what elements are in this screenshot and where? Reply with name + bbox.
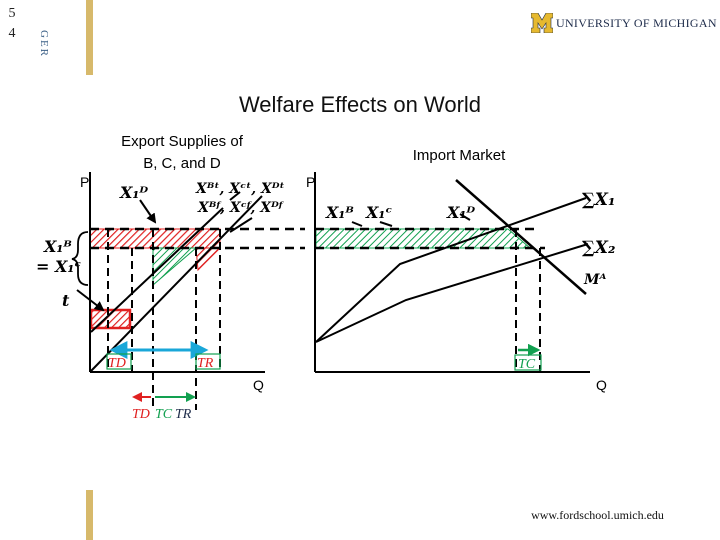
td-label-bottom: TD	[132, 407, 150, 422]
price-label-x1c: = X₁ᶜ	[36, 257, 81, 276]
slide-number-line-1: 5	[8, 6, 16, 21]
pointer-arrow-3	[229, 217, 253, 233]
right-label-x1b: X₁ᴮ	[325, 203, 354, 222]
price-label-x1b: X₁ᴮ	[43, 237, 72, 256]
tariff-pointer-arrow	[76, 289, 105, 312]
left-heading-line1: Export Supplies of	[121, 133, 244, 150]
left-red-area-top	[89, 228, 221, 249]
tariff-brace	[71, 231, 89, 286]
right-pointer-1	[351, 221, 363, 227]
pointer-arrow-2	[229, 191, 241, 201]
import-demand-ma	[455, 179, 587, 295]
td-box-left	[106, 353, 132, 370]
right-label-sum-x2: ∑X₂	[582, 238, 615, 258]
sum-supply-x2	[315, 243, 589, 343]
university-name: UNIVERSITY OF MICHIGAN	[556, 15, 717, 30]
right-label-ma: Mᴬ	[583, 272, 606, 288]
right-axis-p: P	[306, 174, 315, 190]
left-label-x1d: X₁ᴰ	[119, 183, 148, 202]
gold-bar-bottom	[86, 490, 93, 540]
pointer-arrow-1	[139, 199, 157, 224]
supply-label-top: Xᴮᵗ, Xᶜᵗ, Xᴰᵗ	[195, 181, 285, 197]
right-label-sum-x1: ∑X₁	[582, 190, 615, 210]
right-pointer-2	[379, 221, 393, 227]
left-red-triangle	[195, 247, 222, 272]
sum-supply-x1	[315, 197, 587, 343]
supply-curve-flat	[90, 195, 263, 372]
slide-title: Welfare Effects on World	[238, 92, 482, 117]
tc-label-bottom: TC	[155, 407, 173, 422]
university-logo: UNIVERSITY OF MICHIGAN	[531, 12, 717, 34]
right-label-x1c: X₁ᶜ	[365, 203, 392, 222]
td-label-left: TD	[108, 356, 126, 371]
footer-url[interactable]: www.fordschool.umich.edu	[531, 508, 664, 522]
right-label-x1d: X₁ᴰ	[446, 203, 475, 222]
left-axis-q: Q	[253, 377, 264, 393]
supply-curve-shifted	[90, 207, 224, 333]
tc-label-right: TC	[518, 357, 536, 372]
tr-label-bottom: TR	[175, 407, 192, 422]
slide-number-line-2: 4	[8, 26, 16, 41]
right-pointer-3	[459, 213, 471, 221]
left-green-triangle	[152, 247, 198, 287]
left-heading-line2: B, C, and D	[143, 155, 221, 172]
tr-label-left: TR	[197, 356, 214, 371]
right-axis-q: Q	[596, 377, 607, 393]
tr-box-left	[195, 353, 221, 370]
block-m-logo-icon	[531, 13, 553, 33]
slide-number: 5 4	[5, 4, 19, 44]
left-axis-p: P	[80, 174, 89, 190]
tariff-label: t	[62, 291, 70, 310]
gold-bar-top	[86, 0, 93, 75]
supply-label-bottom: Xᴮᶠ, Xᶜᶠ, Xᴰᶠ	[197, 200, 285, 216]
right-green-area	[315, 228, 532, 249]
right-heading: Import Market	[413, 147, 506, 164]
